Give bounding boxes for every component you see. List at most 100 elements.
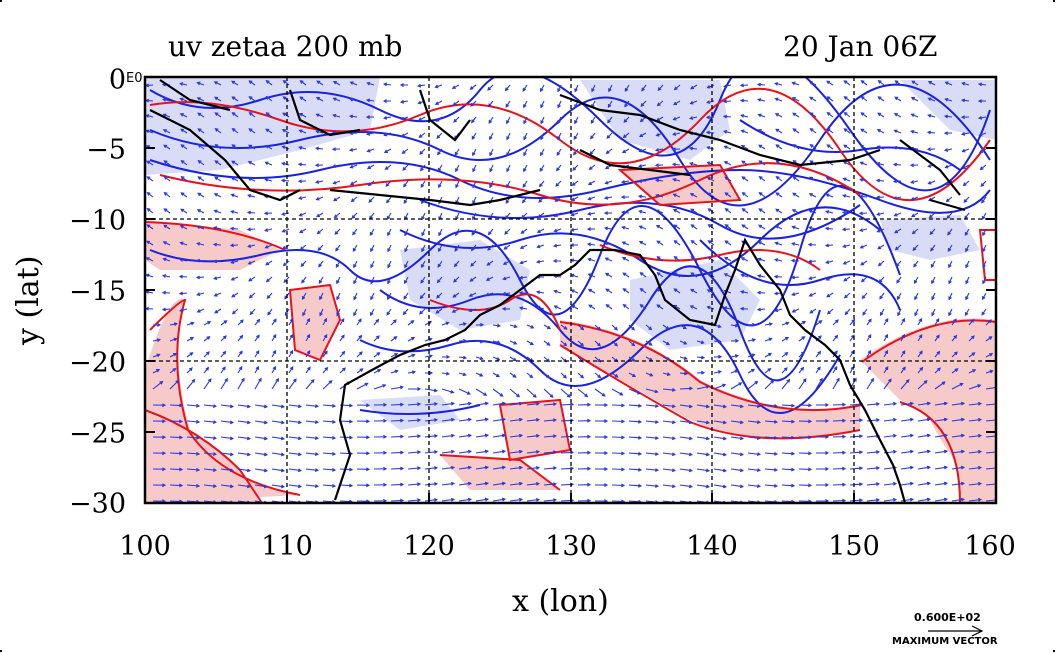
wind-vector-arrow — [982, 260, 987, 269]
wind-vector-arrow — [781, 451, 796, 456]
wind-vector-arrow — [560, 388, 571, 398]
wind-vector-arrow — [441, 321, 450, 326]
wind-vector-arrow — [696, 324, 705, 329]
wind-vector-arrow — [469, 276, 477, 282]
wind-vector-arrow — [944, 164, 953, 169]
wind-vector-arrow — [569, 243, 578, 247]
wind-vector-arrow — [322, 334, 328, 342]
wind-vector-arrow — [679, 356, 688, 361]
wind-vector-arrow — [492, 417, 507, 422]
wind-vector-arrow — [824, 226, 834, 231]
wind-vector-arrow — [662, 340, 671, 346]
wind-vector-arrow — [951, 465, 966, 470]
wind-vector-arrow — [220, 350, 227, 358]
wind-vector-arrow — [264, 145, 273, 150]
wind-vector-arrow — [540, 116, 545, 125]
wind-vector-arrow — [373, 418, 388, 423]
wind-vector-arrow — [594, 403, 609, 407]
wind-vector-arrow — [611, 324, 618, 331]
wind-vector-arrow — [282, 260, 290, 267]
wind-vector-arrow — [688, 146, 698, 151]
wind-vector-arrow — [458, 481, 473, 486]
wind-vector-arrow — [317, 244, 324, 252]
wind-vector-arrow — [152, 338, 162, 343]
wind-vector-arrow — [960, 131, 970, 136]
y-tick-label: −25 — [69, 418, 126, 450]
wind-vector-arrow — [213, 276, 222, 281]
wind-vector-arrow — [791, 209, 800, 214]
wind-vector-arrow — [910, 196, 919, 201]
wind-vector-arrow — [146, 160, 154, 166]
wind-vector-arrow — [169, 419, 184, 424]
wind-vector-arrow — [390, 482, 405, 487]
wind-vector-arrow — [441, 465, 456, 470]
wind-vector-arrow — [961, 81, 970, 86]
wind-vector-arrow — [900, 317, 906, 326]
wind-vector-arrow — [960, 115, 970, 120]
wind-vector-arrow — [441, 433, 456, 438]
wind-vector-arrow — [842, 177, 851, 182]
wind-vector-arrow — [757, 257, 766, 262]
wind-vector-arrow — [690, 256, 698, 262]
wind-vector-arrow — [523, 132, 528, 141]
wind-vector-arrow — [197, 176, 205, 182]
wind-vector-arrow — [538, 180, 545, 188]
wind-vector-arrow — [764, 404, 779, 408]
wind-vector-arrow — [453, 116, 460, 123]
wind-vector-arrow — [917, 481, 932, 486]
wind-vector-arrow — [492, 388, 504, 397]
wind-vector-arrow — [826, 144, 834, 150]
wind-vector-arrow — [672, 132, 681, 136]
wind-vector-arrow — [162, 98, 171, 102]
wind-vector-arrow — [638, 209, 647, 214]
wind-vector-arrow — [186, 419, 201, 424]
wind-vector-arrow — [947, 228, 953, 236]
wind-vector-arrow — [723, 161, 732, 166]
wind-vector-arrow — [537, 212, 545, 218]
wind-vector-arrow — [402, 308, 409, 316]
wind-vector-arrow — [587, 196, 596, 201]
wind-vector-arrow — [917, 465, 932, 470]
wind-vector-arrow — [373, 369, 382, 374]
wind-vector-arrow — [146, 176, 154, 182]
wind-vector-arrow — [764, 352, 773, 358]
wind-vector-arrow — [213, 193, 222, 198]
wind-vector-arrow — [645, 420, 660, 424]
wind-vector-arrow — [502, 276, 511, 281]
wind-vector-arrow — [622, 132, 630, 139]
wind-vector-arrow — [944, 97, 953, 102]
wind-vector-arrow — [356, 318, 362, 326]
wind-vector-arrow — [808, 209, 817, 214]
wind-vector-arrow — [543, 402, 558, 407]
wind-vector-arrow — [843, 111, 851, 118]
wind-vector-arrow — [730, 436, 745, 441]
wind-vector-arrow — [322, 366, 329, 374]
wind-vector-arrow — [407, 353, 416, 358]
wind-vector-arrow — [900, 417, 915, 422]
wind-vector-arrow — [791, 97, 800, 102]
wind-vector-arrow — [605, 148, 613, 155]
wind-vector-arrow — [594, 324, 602, 331]
wind-vector-arrow — [713, 354, 723, 359]
wind-vector-arrow — [741, 191, 749, 198]
wind-vector-arrow — [859, 244, 868, 249]
wind-vector-arrow — [624, 84, 630, 92]
wind-vector-arrow — [628, 435, 643, 440]
wind-vector-arrow — [900, 433, 915, 438]
wind-vector-arrow — [197, 143, 205, 150]
wind-vector-arrow — [509, 356, 517, 362]
wind-vector-arrow — [249, 308, 256, 316]
wind-vector-arrow — [455, 180, 460, 189]
wind-vector-arrow — [637, 164, 647, 168]
wind-vector-arrow — [436, 292, 443, 299]
wind-vector-arrow — [775, 159, 783, 166]
wind-vector-arrow — [162, 241, 171, 246]
wind-vector-arrow — [247, 177, 256, 182]
wind-vector-arrow — [560, 340, 568, 347]
wind-vector-arrow — [373, 318, 380, 326]
wind-vector-arrow — [237, 366, 243, 374]
wind-vector-arrow — [913, 260, 919, 268]
wind-vector-arrow — [730, 452, 745, 457]
wind-vector-arrow — [298, 113, 307, 118]
wind-vector-arrow — [526, 449, 541, 454]
